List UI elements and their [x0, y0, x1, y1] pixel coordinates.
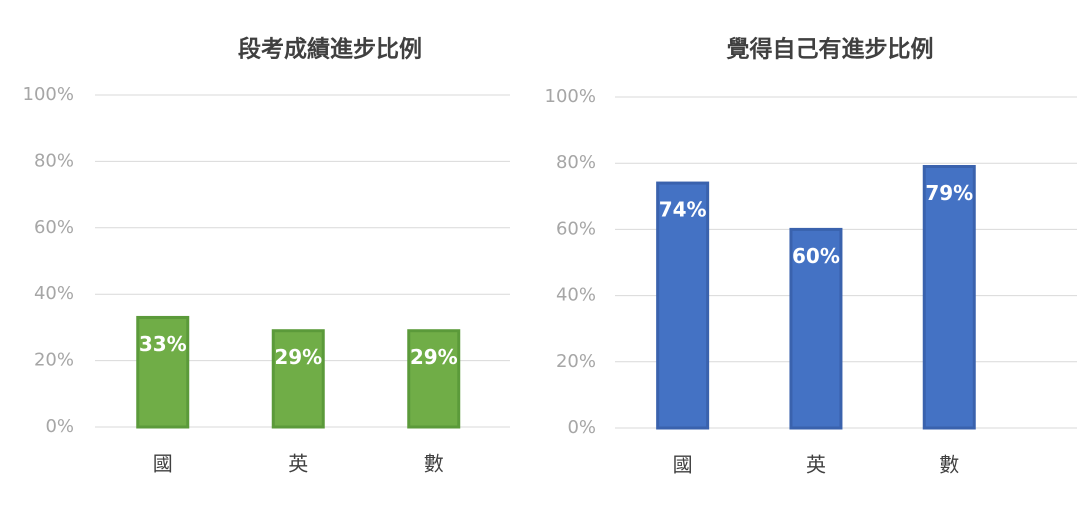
x-tick-label: 國 — [153, 452, 173, 476]
y-tick-label: 60% — [34, 217, 74, 238]
data-label: 60% — [792, 244, 840, 268]
x-tick-label: 數 — [939, 453, 959, 477]
x-tick-label: 英 — [806, 453, 826, 477]
y-tick-label: 100% — [23, 84, 74, 105]
y-tick-label: 40% — [556, 285, 596, 306]
bar — [789, 227, 843, 430]
y-tick-label: 80% — [556, 152, 596, 173]
bar — [922, 165, 976, 430]
data-label: 29% — [410, 345, 458, 369]
y-tick-label: 20% — [34, 350, 74, 371]
y-tick-label: 80% — [34, 150, 74, 171]
y-tick-label: 0% — [45, 416, 74, 437]
data-label: 79% — [925, 181, 973, 205]
y-tick-label: 20% — [556, 351, 596, 372]
y-tick-label: 0% — [567, 417, 596, 438]
bar — [656, 181, 710, 430]
x-tick-label: 數 — [424, 452, 444, 476]
y-tick-label: 60% — [556, 218, 596, 239]
data-label: 74% — [659, 198, 707, 222]
chart-title: 段考成績進步比例 — [238, 36, 422, 63]
x-tick-label: 國 — [673, 453, 693, 477]
data-label: 33% — [139, 332, 187, 356]
y-tick-label: 100% — [545, 86, 596, 107]
bar — [407, 329, 461, 429]
chart-title: 覺得自己有進步比例 — [726, 36, 934, 63]
y-tick-label: 40% — [34, 283, 74, 304]
bar — [271, 329, 325, 429]
bar — [136, 315, 190, 429]
data-label: 29% — [274, 345, 322, 369]
x-tick-label: 英 — [288, 452, 308, 476]
